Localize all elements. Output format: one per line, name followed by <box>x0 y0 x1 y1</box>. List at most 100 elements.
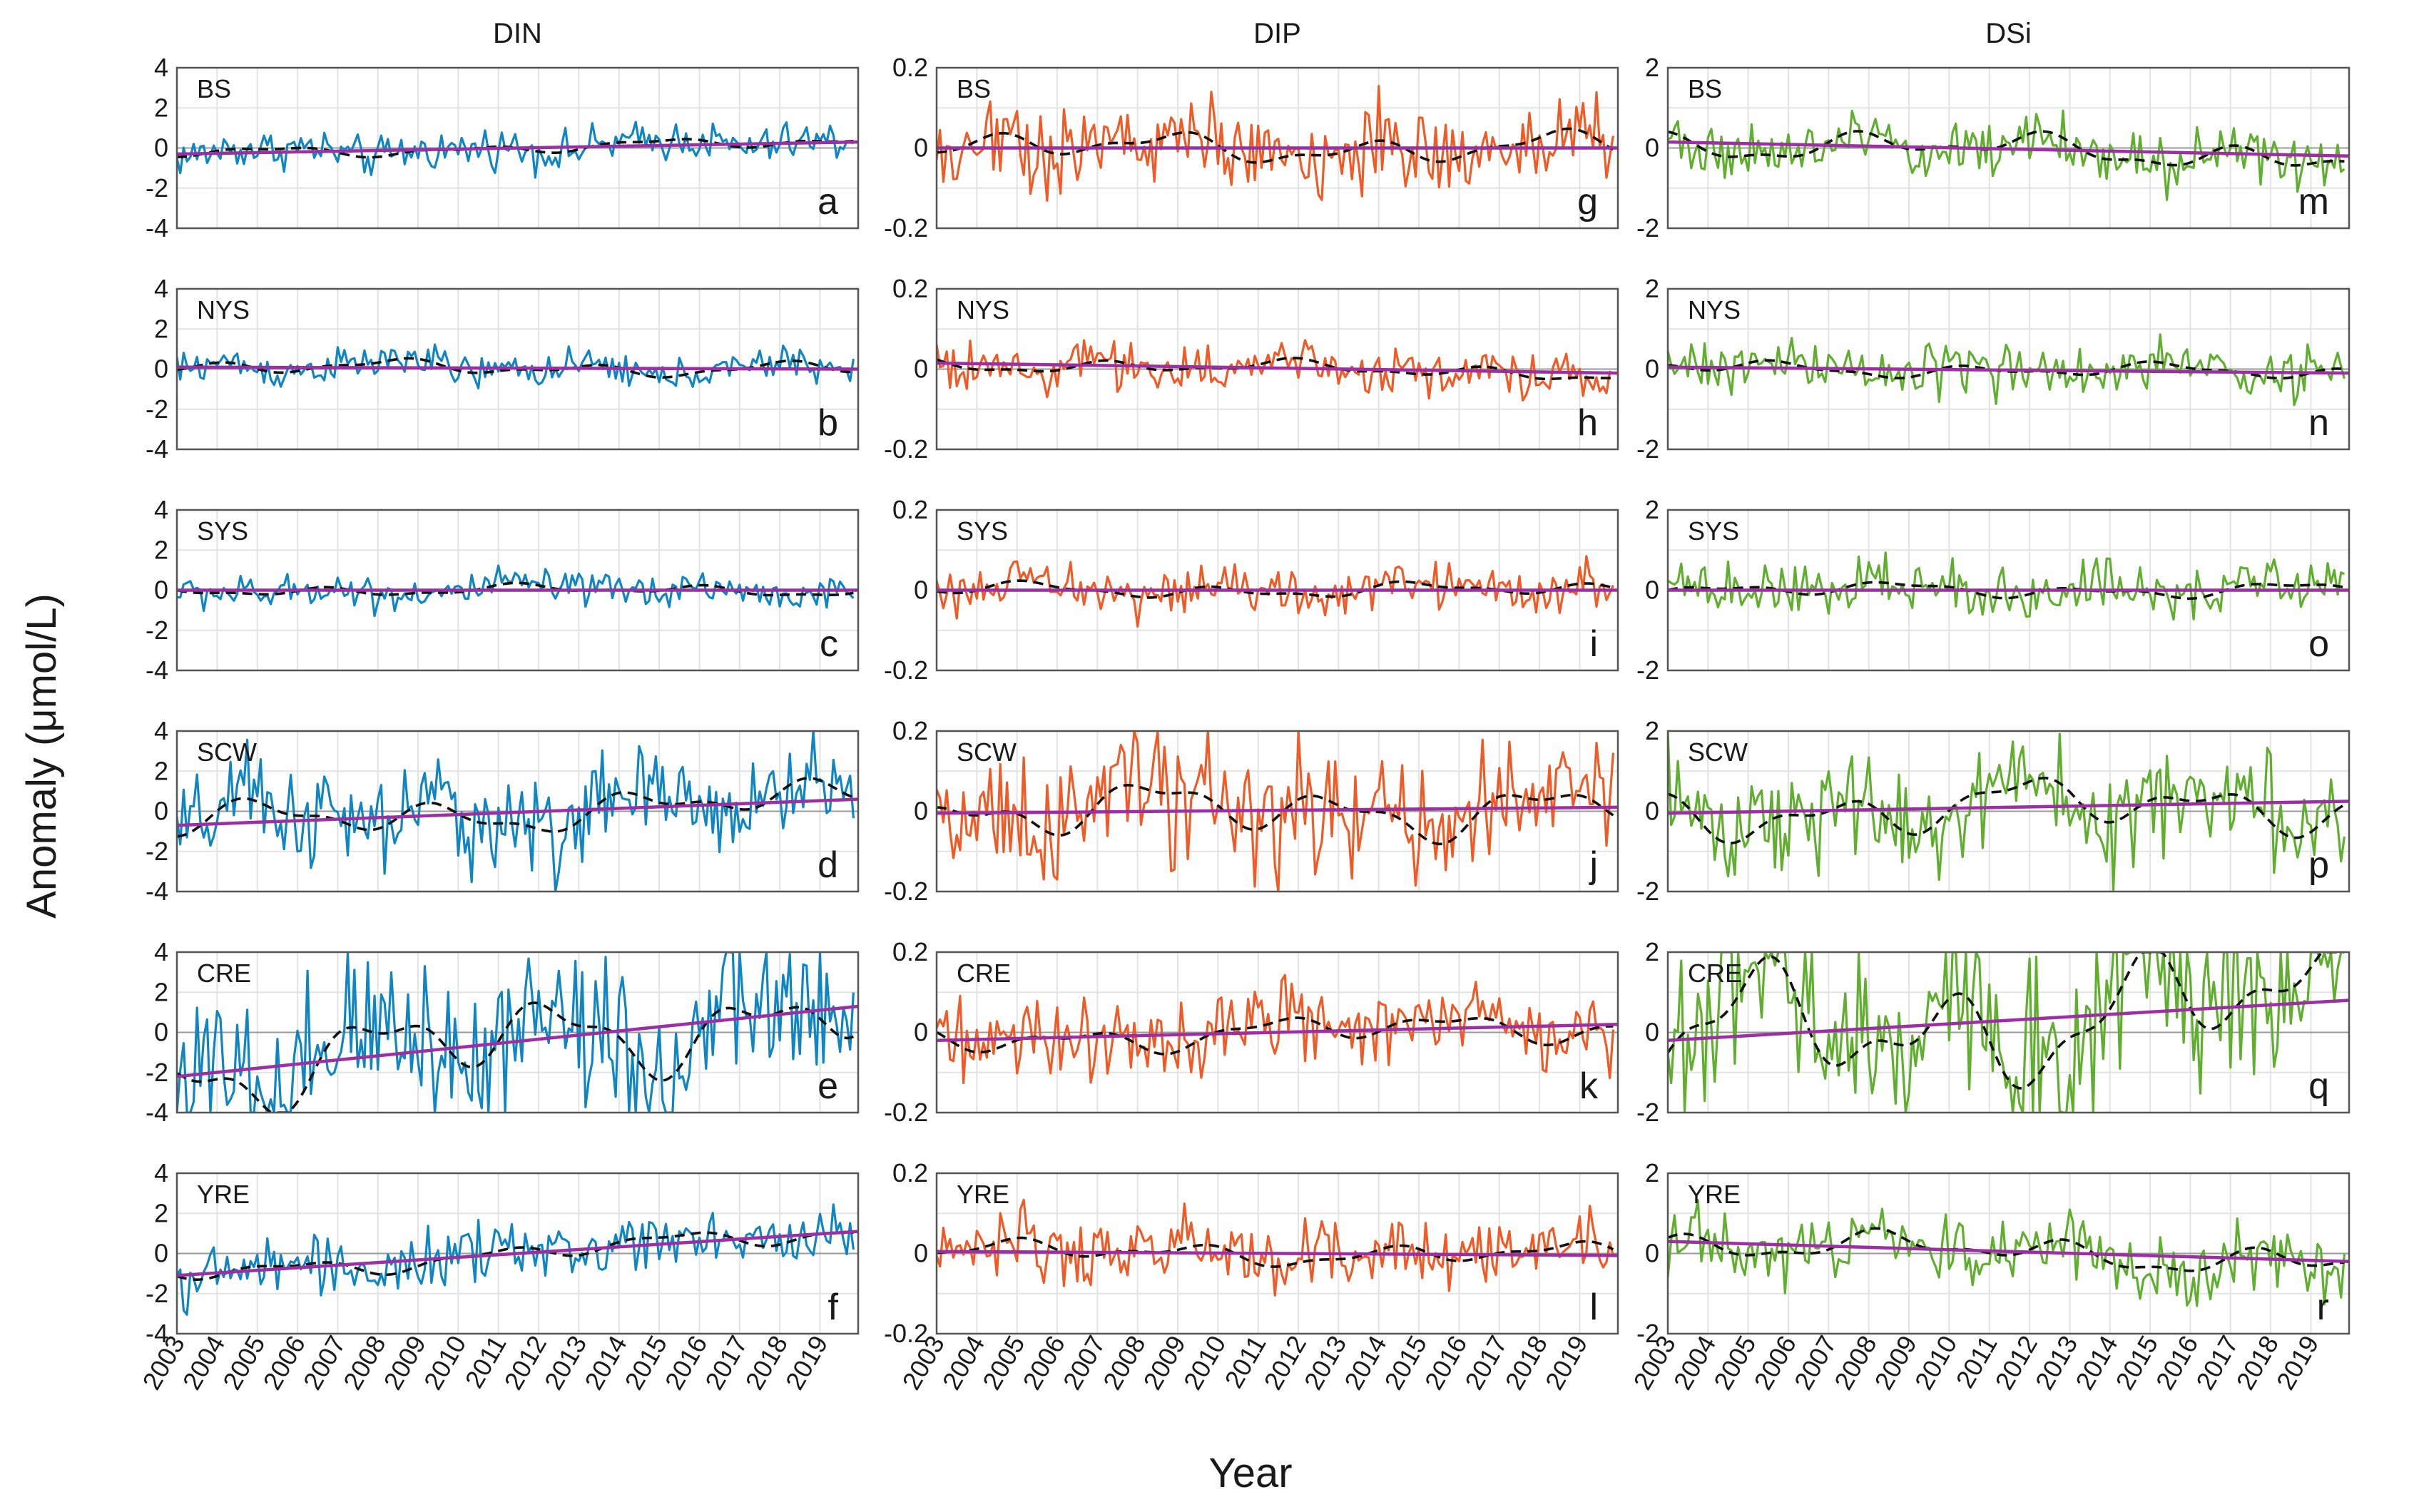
region-label-bs: BS <box>1688 74 1722 103</box>
column-title-dip: DIP <box>1253 18 1301 49</box>
panel-e: 4 2 0 -2 -4 CRE e <box>146 937 860 1127</box>
panel-letter-k: k <box>1579 1066 1599 1107</box>
trend-line-b <box>177 365 858 371</box>
trend-line-p <box>1668 800 2349 815</box>
y-tick-label: 2 <box>1645 716 1659 745</box>
panel-frame <box>935 730 1619 893</box>
series-monthly-a <box>177 121 855 179</box>
x-tick-label: 2017 <box>699 1331 753 1395</box>
y-tick-label: 2 <box>154 535 168 564</box>
y-tick-label: 2 <box>154 756 168 785</box>
panel-l: 0.20-0.2YREl2003200420052006200720082009… <box>884 1158 1619 1395</box>
panel-f: 420-2-4YREf20032004200520062007200820092… <box>136 1158 860 1395</box>
y-tick-label: 0 <box>914 1239 928 1268</box>
panel-frame <box>1666 951 2351 1114</box>
y-tick-label: 0 <box>154 1018 168 1047</box>
region-label-sys: SYS <box>957 516 1008 546</box>
panel-frame <box>935 951 1619 1114</box>
x-tick-label: 2013 <box>1298 1331 1353 1395</box>
x-tick-label: 2012 <box>498 1331 552 1395</box>
y-tick-label: 0 <box>1645 797 1659 826</box>
panel-letter-f: f <box>828 1287 839 1328</box>
y-tick-label: 0 <box>154 354 168 384</box>
x-tick-label: 2012 <box>1258 1331 1312 1395</box>
series-monthly-k <box>937 974 1614 1085</box>
panel-h: 0.2 0 -0.2 NYS h <box>884 274 1619 464</box>
panel-frame <box>935 66 1619 230</box>
trend-line-m <box>1668 140 2349 158</box>
panel-r: 2 0 -2 YRE r 20032004200520062007200820092010… <box>1627 1158 2351 1395</box>
x-tick-label: 2005 <box>1708 1331 1762 1395</box>
panel-letter-c: c <box>820 623 838 665</box>
panel-frame <box>1666 730 2351 893</box>
x-tick-label: 2004 <box>937 1331 991 1395</box>
panel-letter-n: n <box>2308 402 2329 444</box>
y-tick-label: -2 <box>146 394 168 424</box>
region-label-sys: SYS <box>1688 516 1739 546</box>
y-tick-label: -2 <box>146 1058 168 1087</box>
x-tick-label: 2012 <box>1989 1331 2043 1395</box>
y-tick-label: 4 <box>154 274 168 303</box>
y-tick-label: -2 <box>146 173 168 203</box>
series-monthly-p <box>1668 731 2346 892</box>
y-tick-label: 2 <box>154 977 168 1006</box>
y-tick-label: -0.2 <box>884 1098 928 1127</box>
y-tick-label: 4 <box>154 937 168 966</box>
panel-p: 2 0 -2 SCW p <box>1636 716 2351 906</box>
panel-frame <box>175 287 860 451</box>
panel-frame <box>175 1172 860 1335</box>
x-tick-label: 2006 <box>1017 1331 1071 1395</box>
panel-frame <box>175 66 860 230</box>
panel-k: 0.2 0 -0.2 CRE k <box>884 937 1619 1127</box>
y-tick-label: 0.2 <box>892 716 928 745</box>
y-tick-label: -0.2 <box>884 655 928 685</box>
x-tick-label: 2013 <box>539 1331 593 1395</box>
panel-letter-g: g <box>1577 181 1598 223</box>
panel-letter-o: o <box>2308 623 2329 665</box>
figure-y-axis-label: Anomaly (μmol/L) <box>19 593 65 919</box>
panel-frame <box>1666 509 2351 672</box>
trend-line-a <box>177 140 858 156</box>
x-tick-label: 2010 <box>418 1331 472 1395</box>
x-tick-label: 2015 <box>2109 1331 2164 1395</box>
region-label-yre: YRE <box>197 1180 250 1209</box>
x-tick-label: 2005 <box>217 1331 271 1395</box>
y-tick-label: 0 <box>1645 354 1659 384</box>
x-tick-label: 2005 <box>977 1331 1031 1395</box>
panel-letter-m: m <box>2298 181 2329 223</box>
y-tick-label: 0 <box>1645 576 1659 605</box>
y-tick-label: 2 <box>1645 1158 1659 1187</box>
series-monthly-m <box>1668 109 2346 201</box>
x-tick-label: 2014 <box>579 1331 633 1395</box>
y-tick-label: 0 <box>154 133 168 163</box>
panel-j: 0.2 0 -0.2 SCW j <box>884 716 1619 906</box>
panel-frame <box>1666 287 2351 451</box>
x-tick-label: 2014 <box>1338 1331 1392 1395</box>
y-tick-label: -4 <box>146 213 168 242</box>
panel-letter-e: e <box>818 1066 838 1107</box>
x-tick-label: 2007 <box>1788 1331 1843 1395</box>
trend-line-e <box>177 1004 858 1078</box>
y-tick-label: -4 <box>146 434 168 464</box>
region-label-cre: CRE <box>197 959 251 988</box>
panel-letter-r: r <box>2317 1287 2329 1328</box>
region-label-scw: SCW <box>957 737 1017 767</box>
panel-letter-h: h <box>1577 402 1598 444</box>
region-label-bs: BS <box>957 74 991 103</box>
x-tick-label: 2010 <box>1909 1331 1963 1395</box>
trend-line-n <box>1668 365 2349 375</box>
trend-line-d <box>177 797 858 827</box>
x-tick-label: 2007 <box>297 1331 352 1395</box>
y-tick-label: -4 <box>146 655 168 685</box>
panel-i: 0.2 0 -0.2 SYS i <box>884 495 1619 685</box>
series-smoothed-d <box>177 777 855 838</box>
panel-g: 0.2 0 -0.2 BS g DIP <box>884 18 1619 242</box>
panel-letter-i: i <box>1589 623 1598 665</box>
trend-line-l <box>937 1250 1618 1257</box>
y-tick-label: 0 <box>914 797 928 826</box>
panel-b: 4 2 0 -2 -4 NYS b <box>146 274 860 464</box>
series-monthly-f <box>177 1203 855 1316</box>
trend-line-j <box>937 805 1618 815</box>
x-tick-label: 2008 <box>1097 1331 1151 1395</box>
